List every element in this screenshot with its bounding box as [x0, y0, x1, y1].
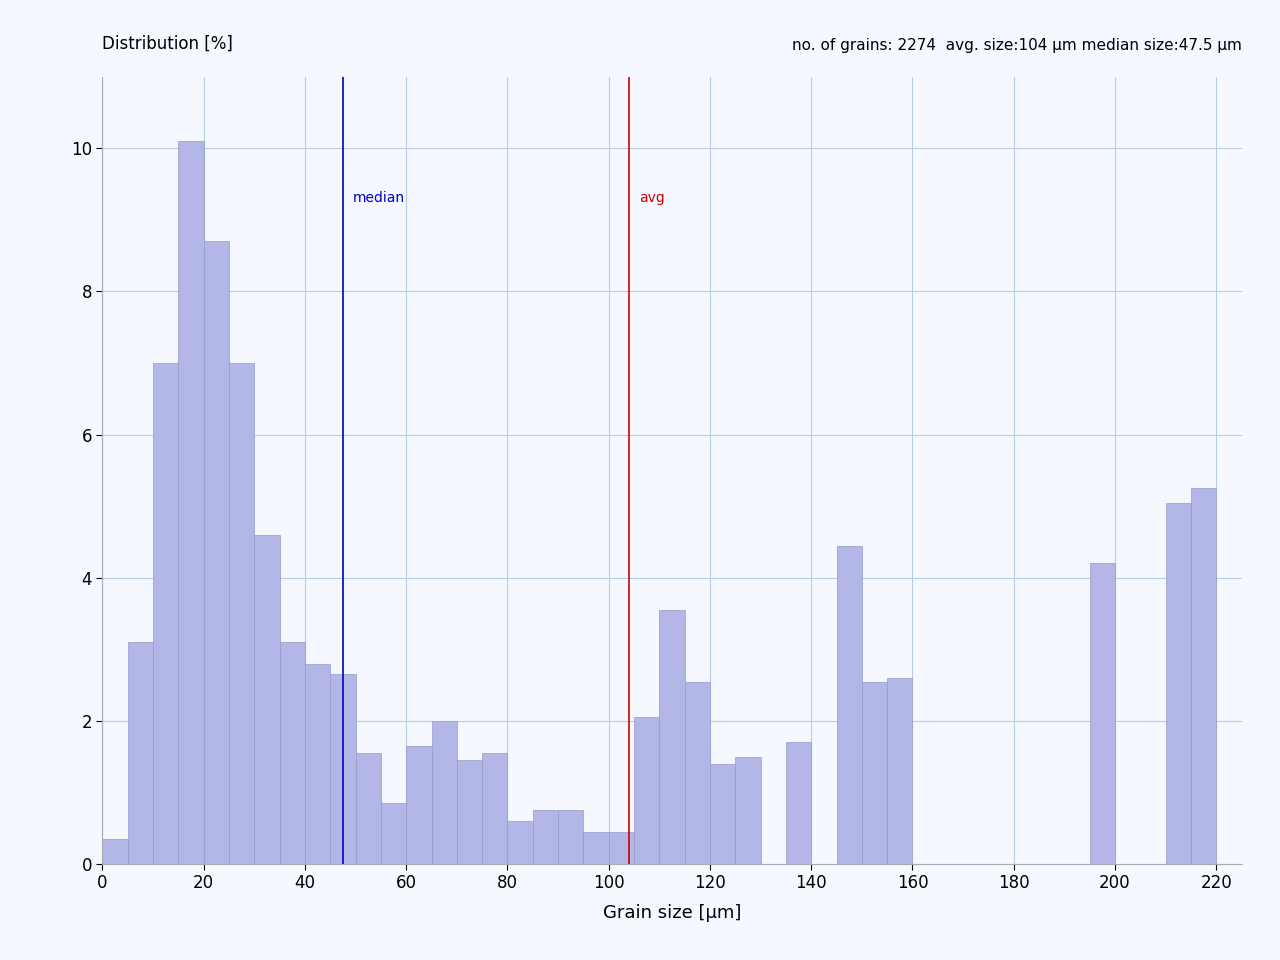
X-axis label: Grain size [μm]: Grain size [μm]: [603, 903, 741, 922]
Bar: [128, 642, 154, 864]
Text: median: median: [353, 191, 406, 205]
Bar: [406, 746, 431, 864]
Bar: [255, 535, 279, 864]
Text: avg: avg: [639, 191, 664, 205]
Bar: [204, 241, 229, 864]
Bar: [381, 804, 406, 864]
Bar: [431, 721, 457, 864]
Bar: [861, 682, 887, 864]
Bar: [1089, 564, 1115, 864]
Bar: [532, 810, 558, 864]
Bar: [483, 753, 507, 864]
Bar: [685, 682, 710, 864]
Bar: [229, 363, 255, 864]
Bar: [356, 753, 381, 864]
Bar: [735, 756, 760, 864]
Bar: [609, 831, 634, 864]
Bar: [584, 831, 609, 864]
Bar: [634, 717, 659, 864]
Bar: [279, 642, 305, 864]
Bar: [786, 742, 812, 864]
Text: Distribution [%]: Distribution [%]: [102, 36, 233, 53]
Bar: [837, 545, 861, 864]
Bar: [178, 141, 204, 864]
Bar: [659, 610, 685, 864]
Bar: [457, 760, 483, 864]
Bar: [507, 821, 532, 864]
Text: no. of grains: 2274  avg. size:104 μm median size:47.5 μm: no. of grains: 2274 avg. size:104 μm med…: [792, 38, 1242, 53]
Bar: [305, 663, 330, 864]
Bar: [558, 810, 584, 864]
Bar: [710, 764, 735, 864]
Bar: [154, 363, 178, 864]
Bar: [330, 674, 356, 864]
Bar: [1166, 503, 1190, 864]
Bar: [1190, 489, 1216, 864]
Bar: [102, 839, 128, 864]
Bar: [887, 678, 913, 864]
